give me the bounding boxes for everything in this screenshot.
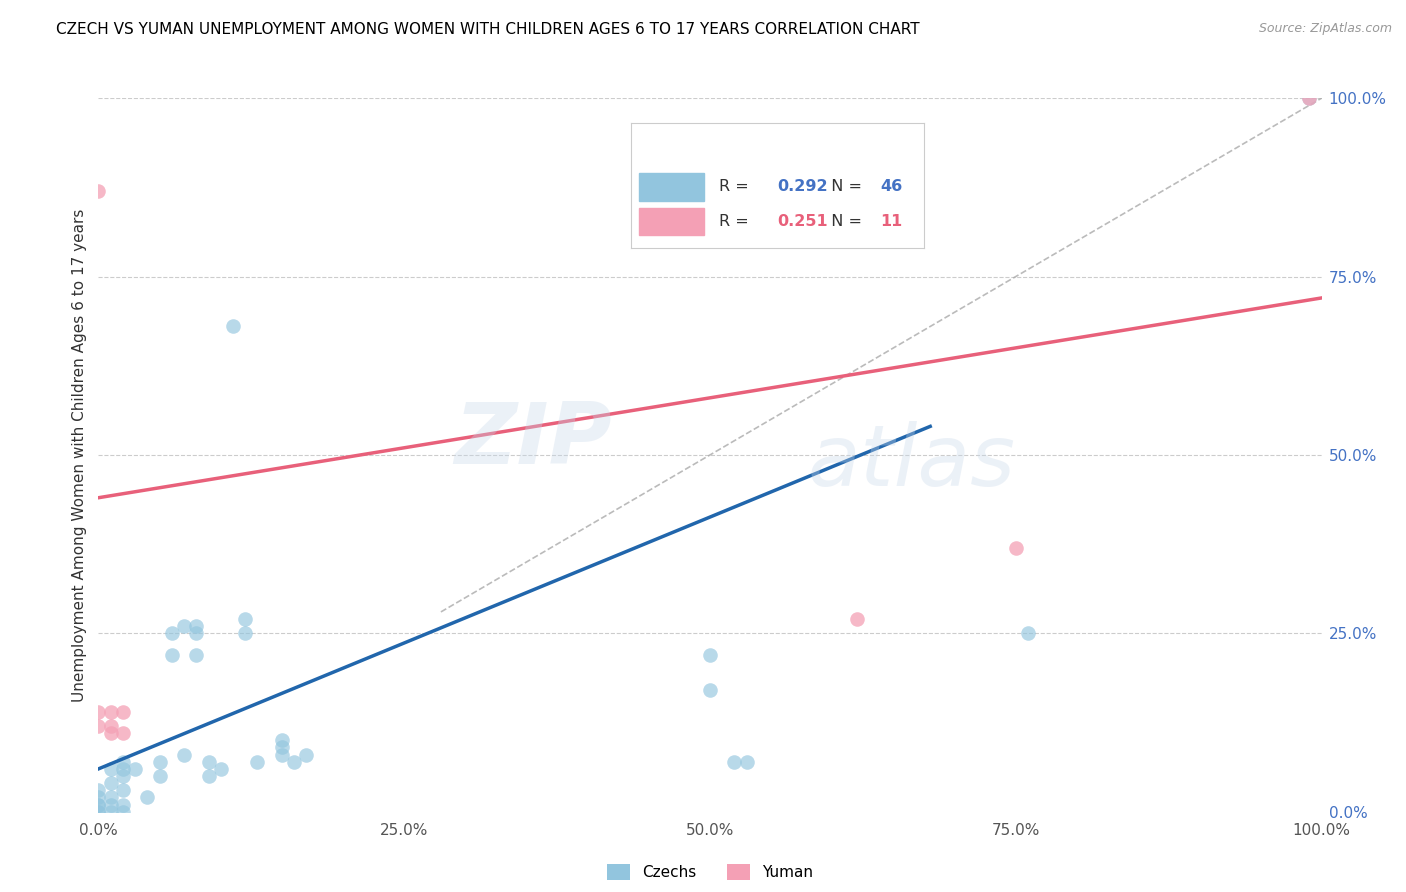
Point [100,790,122,805]
Point [87,797,110,812]
Point [173,619,195,633]
Point [270,747,294,762]
Point [100,805,122,819]
Point [100,762,122,776]
Point [160,648,183,662]
Point [1004,541,1026,555]
Point [197,769,219,783]
Point [246,755,269,769]
Point [283,755,305,769]
Point [723,755,745,769]
Text: Source: ZipAtlas.com: Source: ZipAtlas.com [1258,22,1392,36]
Point [100,776,122,790]
Point [149,755,172,769]
Point [270,733,294,747]
Point [270,740,294,755]
Point [186,619,208,633]
Point [100,705,122,719]
Point [186,648,208,662]
Point [233,612,256,626]
Point [1017,626,1039,640]
Legend: Czechs, Yuman: Czechs, Yuman [600,858,820,886]
Point [149,769,172,783]
Text: ZIP: ZIP [454,399,612,483]
Point [735,755,758,769]
Point [197,755,219,769]
Point [124,762,146,776]
Point [111,705,134,719]
Point [100,797,122,812]
Point [87,790,110,805]
Point [845,612,868,626]
Point [100,726,122,740]
Point [222,319,245,334]
Point [160,626,183,640]
Point [111,783,134,797]
Point [87,184,110,198]
Point [233,626,256,640]
Point [111,726,134,740]
Point [111,769,134,783]
Point [136,790,159,805]
Point [87,805,110,819]
Point [87,797,110,812]
Text: atlas: atlas [808,420,1017,504]
Point [87,705,110,719]
Point [173,747,195,762]
Point [209,762,232,776]
Point [1298,91,1320,105]
Point [111,797,134,812]
Point [111,755,134,769]
Point [1298,91,1320,105]
Point [111,762,134,776]
Point [87,783,110,797]
Point [699,683,721,698]
Point [87,805,110,819]
Point [100,719,122,733]
Y-axis label: Unemployment Among Women with Children Ages 6 to 17 years: Unemployment Among Women with Children A… [72,208,87,702]
Point [186,626,208,640]
Point [295,747,318,762]
Point [699,648,721,662]
Text: CZECH VS YUMAN UNEMPLOYMENT AMONG WOMEN WITH CHILDREN AGES 6 TO 17 YEARS CORRELA: CZECH VS YUMAN UNEMPLOYMENT AMONG WOMEN … [56,22,920,37]
Point [111,805,134,819]
Point [87,719,110,733]
